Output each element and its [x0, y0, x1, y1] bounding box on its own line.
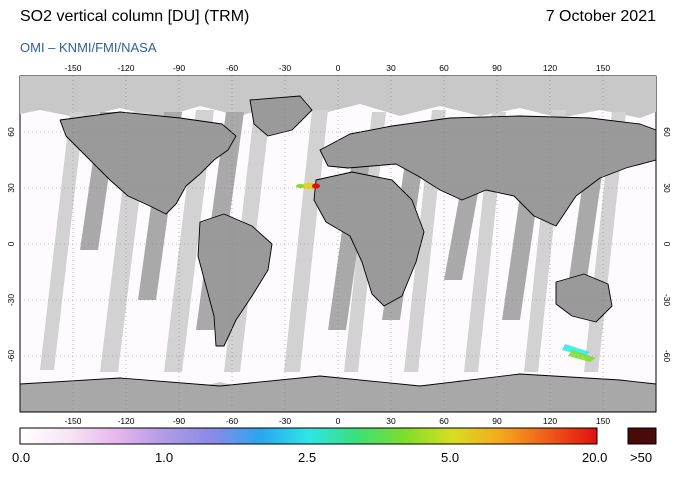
latitude-tick-label: 30	[662, 183, 672, 193]
longitude-tick-label: 30	[386, 63, 396, 73]
north-america	[59, 111, 237, 215]
colorbar-overflow-label: >50	[630, 450, 653, 465]
colorbar-label-1: 1.0	[155, 450, 174, 465]
longitude-tick-label: -60	[226, 416, 239, 426]
latitude-tick-label: -60	[662, 350, 672, 363]
latitude-tick-label: -30	[6, 294, 16, 307]
longitude-tick-label: 0	[336, 63, 341, 73]
latitude-tick-label: 30	[6, 183, 16, 193]
map-date: 7 October 2021	[545, 8, 656, 25]
longitude-tick-label: 90	[492, 63, 502, 73]
longitude-tick-label: 150	[596, 416, 610, 426]
colorbar-label-0: 0.0	[12, 450, 31, 465]
data-credit: OMI – KNMI/FMI/NASA	[20, 40, 157, 55]
longitude-tick-label: 30	[386, 416, 396, 426]
colorbar	[19, 427, 657, 445]
longitude-tick-label: -60	[226, 63, 239, 73]
so2-signals	[296, 182, 596, 362]
colorbar-label-4: 20.0	[582, 450, 608, 465]
graticule	[20, 76, 656, 412]
longitude-ticks-top: -150 -120 -90 -60 -30 0 30 60 90 120 150	[64, 63, 610, 73]
longitude-tick-label: -150	[64, 63, 81, 73]
latitude-tick-label: 60	[6, 127, 16, 137]
latitude-ticks-right: 60 30 0 -30 -60	[662, 127, 672, 362]
longitude-tick-label: -120	[117, 63, 134, 73]
longitude-tick-label: 90	[492, 416, 502, 426]
longitude-tick-label: 0	[336, 416, 341, 426]
latitude-tick-label: -30	[662, 294, 672, 307]
map-title: SO2 vertical column [DU] (TRM)	[20, 8, 250, 25]
south-america	[197, 213, 273, 347]
greenland	[249, 95, 313, 137]
longitude-tick-label: 60	[439, 63, 449, 73]
colorbar-label-2: 2.5	[298, 450, 317, 465]
eurasia	[319, 115, 656, 227]
colorbar-overflow-swatch	[627, 427, 657, 445]
africa	[313, 171, 425, 307]
latitude-tick-label: 60	[662, 127, 672, 137]
longitude-tick-label: -90	[173, 63, 186, 73]
longitude-tick-label: 150	[596, 63, 610, 73]
longitude-tick-label: -30	[279, 63, 292, 73]
longitude-tick-label: -90	[173, 416, 186, 426]
colorbar-gradient	[19, 427, 598, 445]
longitude-tick-label: -30	[279, 416, 292, 426]
latitude-tick-label: 0	[6, 241, 16, 246]
latitude-ticks-left: 60 30 0 -30 -60	[6, 127, 16, 362]
land-masses	[20, 95, 656, 412]
longitude-tick-label: -120	[117, 416, 134, 426]
longitude-tick-label: 120	[543, 63, 557, 73]
longitude-tick-label: 60	[439, 416, 449, 426]
longitude-tick-label: 120	[543, 416, 557, 426]
australia	[555, 273, 613, 323]
latitude-tick-label: -60	[6, 350, 16, 363]
colorbar-label-3: 5.0	[441, 450, 460, 465]
longitude-ticks-bottom: -150 -120 -90 -60 -30 0 30 60 90 120 150	[64, 416, 610, 426]
longitude-tick-label: -150	[64, 416, 81, 426]
latitude-tick-label: 0	[662, 242, 672, 247]
